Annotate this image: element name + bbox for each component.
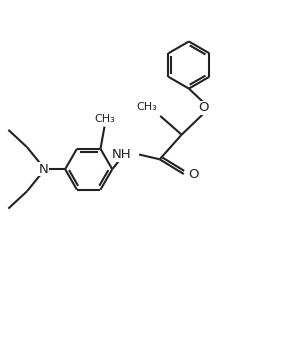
Text: O: O (189, 168, 199, 181)
Text: NH: NH (112, 148, 131, 161)
Text: CH₃: CH₃ (136, 102, 157, 112)
Text: O: O (198, 101, 209, 115)
Text: N: N (38, 163, 48, 176)
Text: CH₃: CH₃ (94, 114, 115, 124)
